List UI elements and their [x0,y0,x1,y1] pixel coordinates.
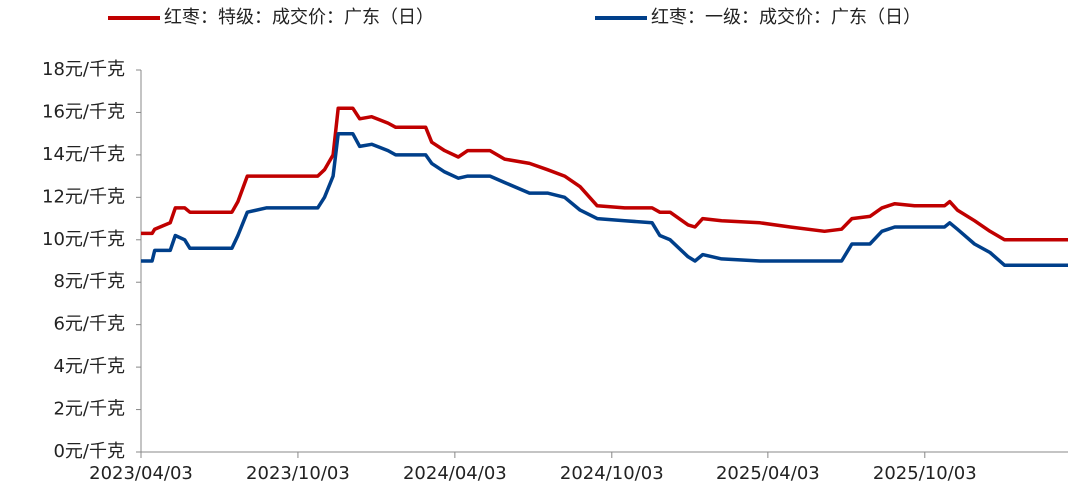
series-line [141,106,1068,242]
y-tick-label: 12元/千克 [42,186,125,207]
y-tick-label: 18元/千克 [42,59,125,80]
series-line [141,131,1068,267]
x-tick-label: 2024/04/03 [403,463,507,484]
x-tick-label: 2025/04/03 [716,463,820,484]
y-tick-label: 6元/千克 [53,314,125,335]
x-tick-label: 2023/04/03 [89,463,193,484]
x-tick-label: 2025/10/03 [873,463,977,484]
y-tick-label: 16元/千克 [42,101,125,122]
legend-label: 红枣：一级：成交价：广东（日） [651,7,921,28]
y-tick-label: 0元/千克 [53,441,125,462]
y-tick-label: 10元/千克 [42,229,125,250]
x-tick-label: 2024/10/03 [560,463,664,484]
y-tick-label: 8元/千克 [53,271,125,292]
y-tick-label: 2元/千克 [53,399,125,420]
y-tick-label: 14元/千克 [42,144,125,165]
legend-label: 红枣：特级：成交价：广东（日） [164,7,434,28]
y-tick-label: 4元/千克 [53,356,125,377]
x-tick-label: 2023/10/03 [246,463,350,484]
